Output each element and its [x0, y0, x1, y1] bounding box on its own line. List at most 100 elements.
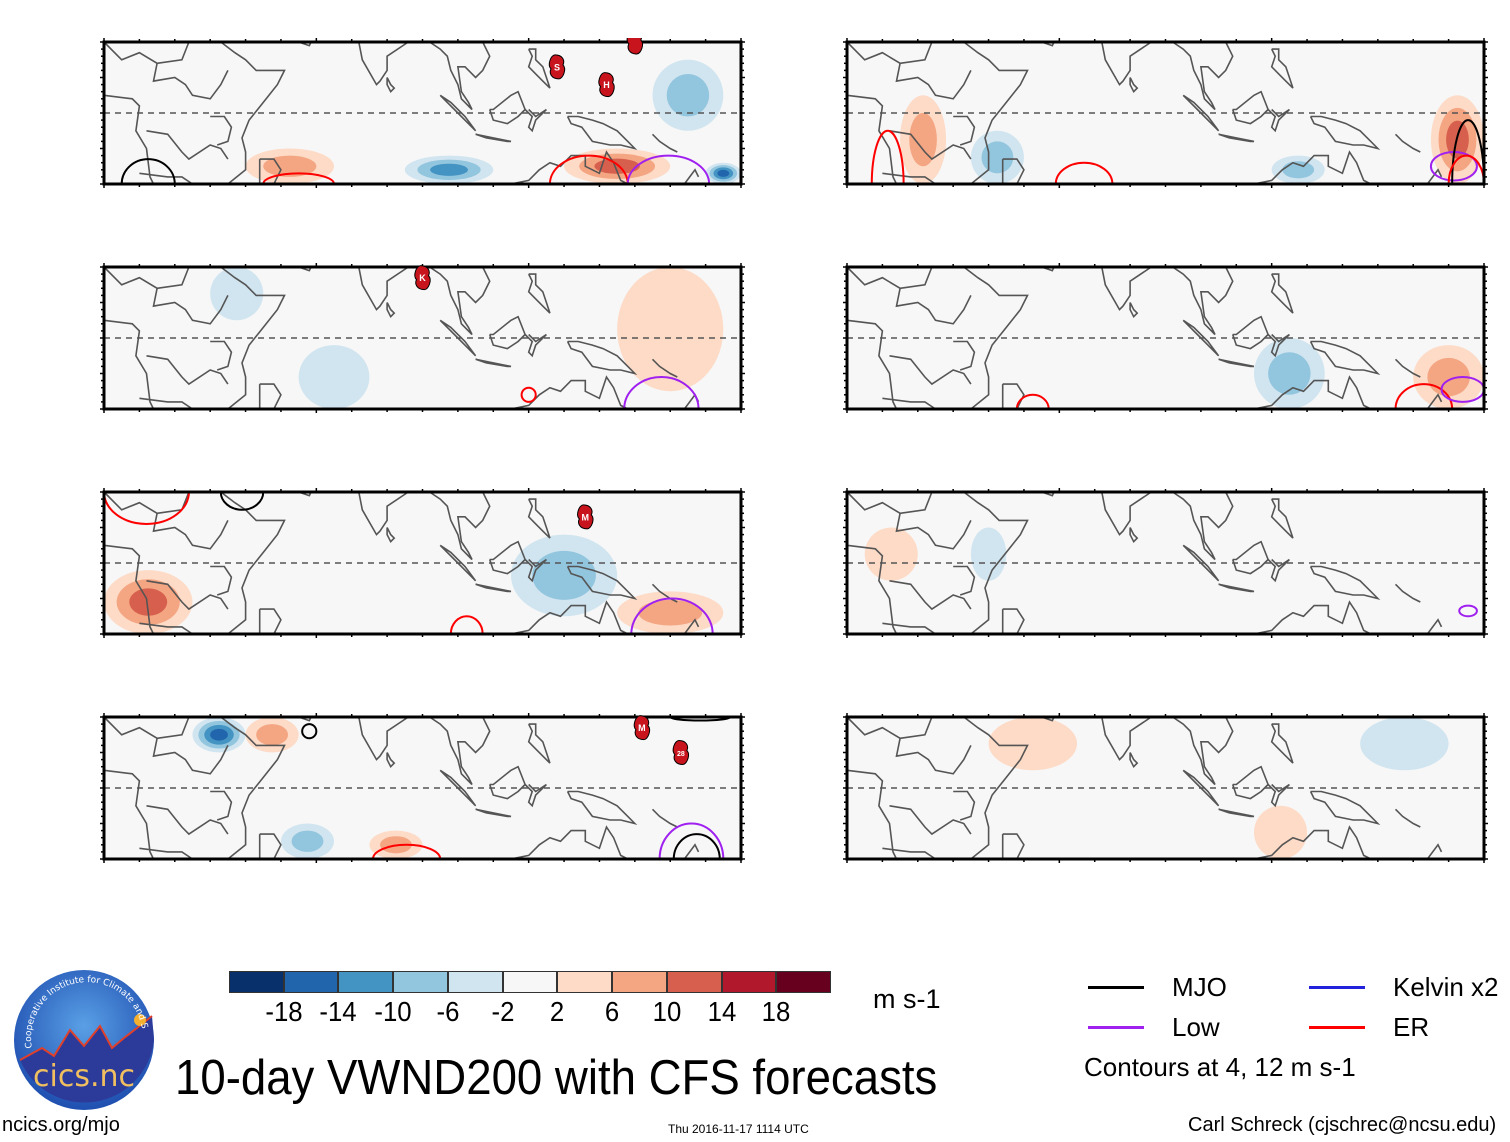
- coastline: [1129, 527, 1139, 544]
- coastline: [1426, 393, 1443, 410]
- coastline: [341, 41, 409, 86]
- credit: Carl Schreck (cjschrec@ncsu.edu): [1188, 1114, 1497, 1136]
- coastline: [1084, 491, 1152, 536]
- coastline: [651, 808, 678, 828]
- colorbar-tick-label: -18: [265, 996, 303, 1027]
- coastline: [846, 94, 898, 185]
- colorbar-tick-label: 10: [652, 996, 682, 1027]
- coastline: [683, 843, 700, 860]
- coastline: [386, 527, 396, 544]
- map-panel: [843, 38, 1488, 188]
- colorbar-units: m s-1: [873, 984, 941, 1014]
- coastline: [1248, 825, 1372, 863]
- coastline: [146, 355, 229, 386]
- legend-swatch-low: [1088, 1026, 1144, 1029]
- positive-anomaly-region: [1253, 805, 1308, 859]
- negative-anomaly-region: [430, 163, 468, 176]
- coastline: [1172, 716, 1234, 786]
- coastline: [1129, 302, 1139, 319]
- tropical-cyclone-icon: [626, 38, 643, 55]
- coastline: [683, 618, 700, 635]
- colorbar-swatch: [393, 971, 448, 993]
- coastline: [429, 716, 491, 786]
- map-svg: M 28: [100, 713, 745, 863]
- source-url[interactable]: ncics.org/mjo: [2, 1114, 120, 1136]
- legend-swatch-kelvin-x2: [1309, 986, 1365, 989]
- coastline: [1309, 565, 1381, 600]
- coastline: [953, 340, 976, 371]
- map-svg: K: [100, 263, 745, 413]
- coastline: [1267, 558, 1290, 583]
- colorbar-tick-label: 6: [604, 996, 620, 1027]
- map-svg: SH: [100, 38, 745, 188]
- coastline: [1129, 752, 1139, 769]
- negative-anomaly-region: [532, 550, 596, 600]
- coastline: [1248, 375, 1372, 413]
- coastline: [963, 266, 1029, 410]
- negative-anomaly-region: [717, 169, 730, 177]
- coastline: [156, 266, 190, 290]
- negative-anomaly-region: [1360, 717, 1449, 771]
- negative-anomaly-region: [210, 728, 228, 741]
- coastline: [139, 847, 193, 860]
- legend-note: Contours at 4, 12 m s-1: [1084, 1052, 1356, 1082]
- colorbar-swatch: [502, 971, 558, 993]
- coastline: [566, 790, 638, 825]
- legend-label: Kelvin x2: [1393, 972, 1499, 1002]
- coastline: [488, 315, 527, 350]
- negative-anomaly-region: [981, 141, 1014, 174]
- colorbar-tick-label: -10: [374, 996, 412, 1027]
- coastline: [1172, 266, 1234, 336]
- coastline: [103, 716, 229, 775]
- coastline: [341, 266, 409, 311]
- map-svg: [843, 713, 1488, 863]
- negative-anomaly-region: [666, 73, 710, 117]
- positive-anomaly-region: [256, 724, 289, 746]
- cics-logo-icon: cics.nc Cooperative Institute for Climat…: [9, 961, 154, 1110]
- storm-label: M: [582, 512, 590, 522]
- coastline: [210, 115, 233, 146]
- tropical-cyclone-icon: S: [548, 54, 566, 80]
- coastline: [1084, 41, 1152, 86]
- storm-label: K: [419, 273, 426, 283]
- coastline: [963, 41, 1029, 185]
- coastline: [1394, 808, 1421, 828]
- coastline: [527, 498, 551, 539]
- coastline: [488, 765, 527, 800]
- coastline: [146, 130, 229, 161]
- coastline: [1084, 716, 1152, 761]
- coastline: [953, 115, 976, 146]
- tropical-cyclone-icon: 28: [672, 739, 689, 766]
- coastline: [899, 491, 933, 515]
- coastline: [103, 491, 229, 550]
- coastline: [386, 752, 396, 769]
- legend-swatch-er: [1309, 1026, 1365, 1029]
- coastline: [475, 583, 512, 593]
- storm-label: 28: [677, 751, 685, 758]
- positive-anomaly-region: [263, 155, 317, 177]
- positive-anomaly-region: [909, 113, 937, 167]
- coastline: [651, 358, 678, 378]
- coastline: [846, 266, 972, 325]
- coastline: [846, 491, 972, 550]
- colorbar-swatch: [721, 971, 777, 993]
- coastline: [1182, 769, 1220, 807]
- tropical-cyclone-icon: M: [633, 715, 651, 741]
- negative-anomaly-region: [291, 830, 324, 852]
- coastline: [1270, 498, 1294, 539]
- coastline: [527, 48, 551, 89]
- coastline: [1426, 843, 1443, 860]
- coastline: [882, 847, 936, 860]
- coastline: [103, 41, 229, 100]
- coastline: [1270, 273, 1294, 314]
- timestamp: Thu 2016-11-17 1114 UTC: [668, 1122, 809, 1136]
- coastline: [103, 266, 229, 325]
- positive-anomaly-region: [638, 599, 703, 626]
- coastline: [1182, 544, 1220, 582]
- coastline: [103, 544, 155, 635]
- coastline: [882, 172, 936, 185]
- coastline: [488, 90, 527, 125]
- coastline: [889, 805, 972, 836]
- legend-label: MJO: [1172, 972, 1227, 1002]
- coastline: [439, 544, 477, 582]
